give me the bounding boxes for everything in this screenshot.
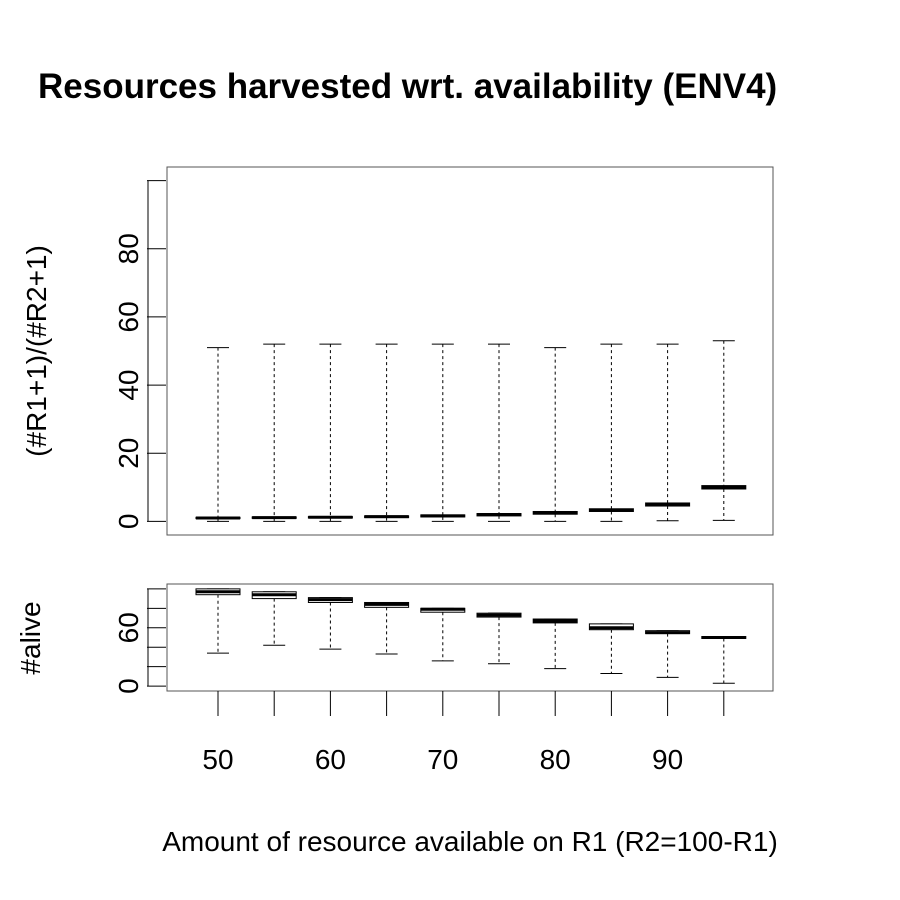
x-tick-label: 80 <box>540 744 571 775</box>
x-tick-label: 60 <box>315 744 346 775</box>
ratio-y-tick-label: 20 <box>113 438 144 469</box>
alive-y-tick-label: 60 <box>113 612 144 643</box>
ratio-y-tick-label: 0 <box>113 514 144 530</box>
ratio-boxes <box>195 340 747 522</box>
ratio-y-tick-label: 80 <box>113 233 144 264</box>
ratio-plot-frame <box>166 166 774 536</box>
x-tick-label: 90 <box>652 744 683 775</box>
alive-panel: #alive 0 60 <box>15 583 774 694</box>
x-tick-label: 70 <box>427 744 458 775</box>
chart-title: Resources harvested wrt. availability (E… <box>38 67 777 106</box>
x-tick-label: 50 <box>202 744 233 775</box>
x-axis-label: Amount of resource available on R1 (R2=1… <box>162 826 778 857</box>
ratio-y-tick-label: 40 <box>113 369 144 400</box>
alive-plot-frame <box>166 583 774 692</box>
ratio-panel: (#R1+1)/(#R2+1) 0 20 40 60 80 <box>21 166 774 536</box>
ratio-y-axis: 0 20 40 60 80 <box>113 180 166 530</box>
alive-y-tick-label: 0 <box>113 678 144 694</box>
alive-y-axis-label: #alive <box>15 601 46 674</box>
alive-y-axis: 0 60 <box>113 588 166 694</box>
ratio-y-tick-label: 60 <box>113 301 144 332</box>
x-axis: 50 60 70 80 90 <box>202 691 725 775</box>
ratio-y-axis-label: (#R1+1)/(#R2+1) <box>21 245 52 457</box>
alive-boxes <box>195 588 747 684</box>
